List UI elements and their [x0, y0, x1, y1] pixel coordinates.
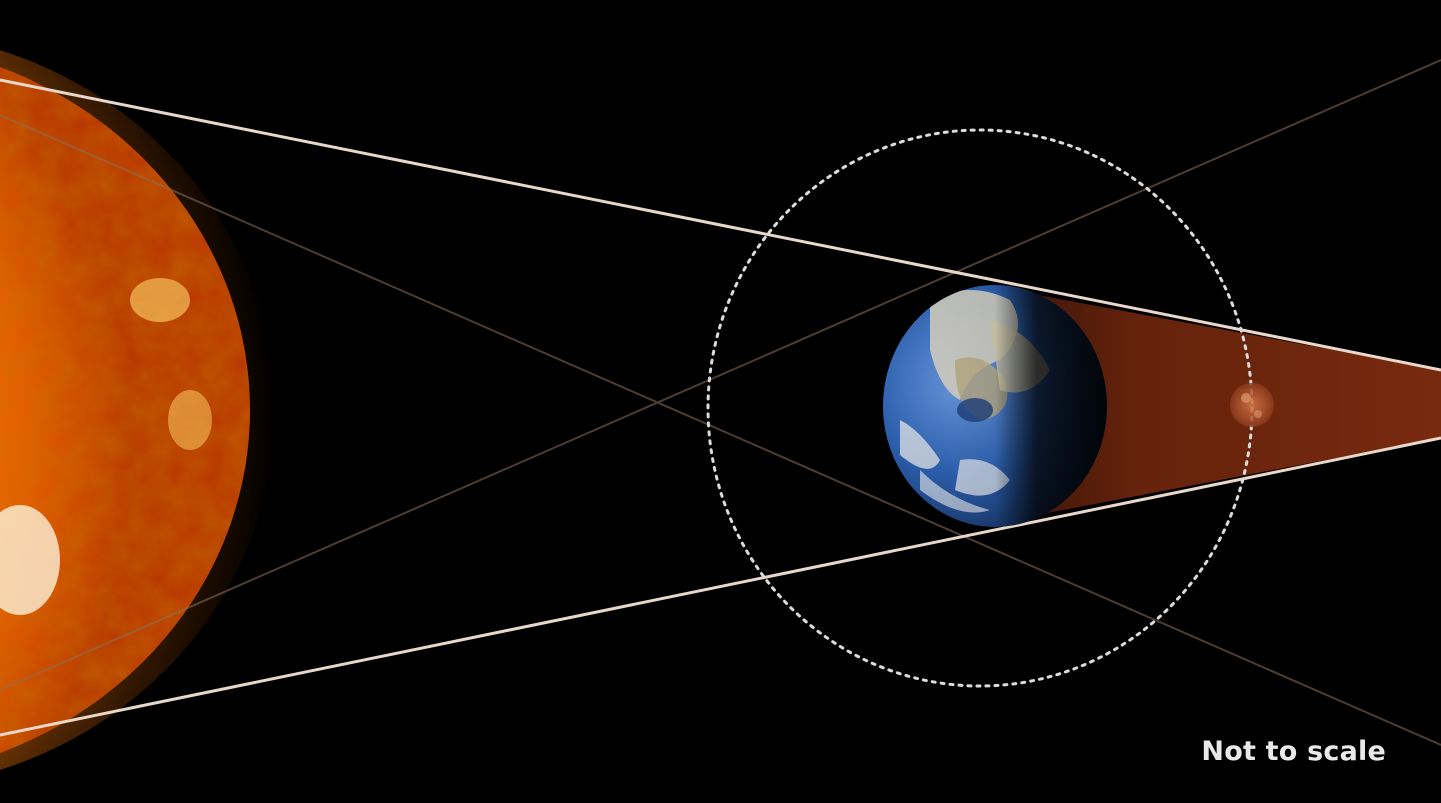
not-to-scale-label: Not to scale [1201, 736, 1386, 767]
penumbra-lines [0, 59, 1441, 746]
tangent-lines [0, 78, 1441, 737]
earth [883, 285, 1107, 527]
sun [0, 50, 275, 770]
moon [1230, 383, 1274, 427]
umbra-shadow [1000, 288, 1441, 522]
